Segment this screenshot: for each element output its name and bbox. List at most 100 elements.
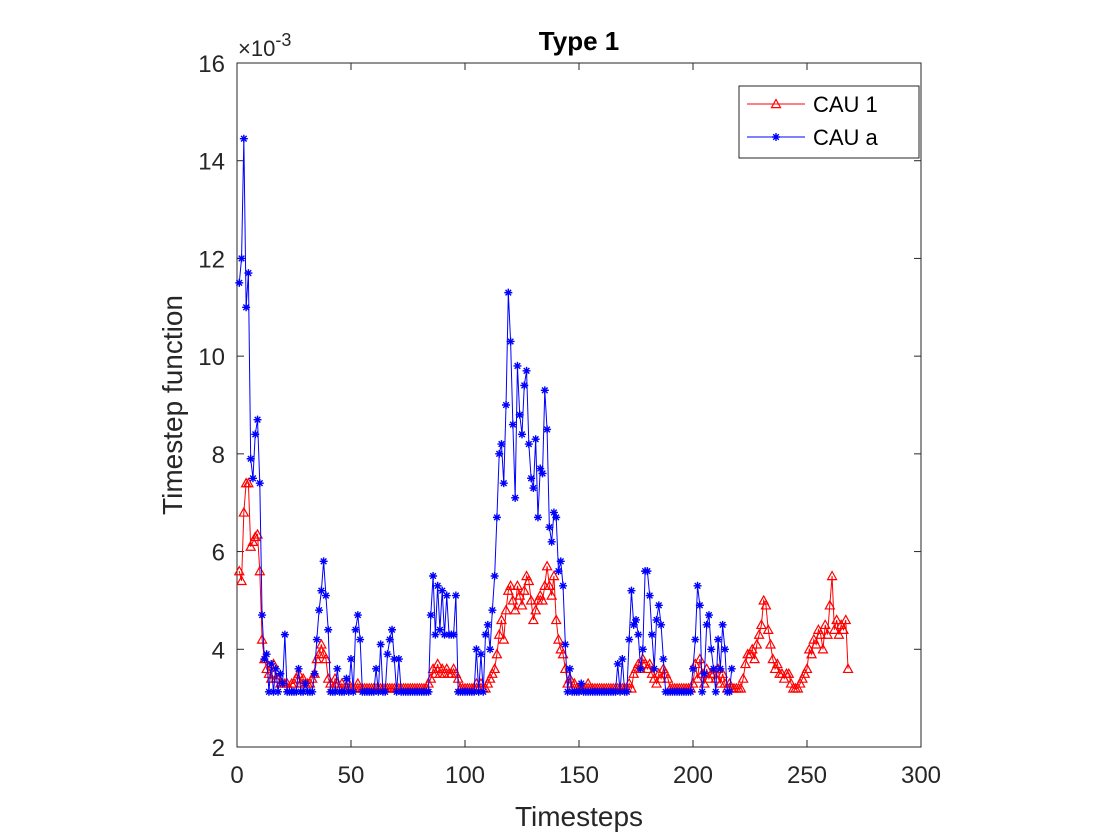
data-point <box>765 638 777 649</box>
data-point <box>505 580 517 590</box>
data-point <box>509 604 521 615</box>
data-point <box>392 687 401 696</box>
data-point <box>267 659 276 668</box>
data-point <box>306 672 318 683</box>
data-point <box>276 669 285 678</box>
data-point <box>472 645 481 654</box>
data-point <box>824 599 836 610</box>
data-point <box>513 361 522 370</box>
data-point <box>541 560 553 571</box>
data-point <box>260 655 269 664</box>
data-point <box>842 663 854 674</box>
data-point <box>312 635 321 644</box>
data-point <box>484 672 496 683</box>
data-point <box>627 586 636 595</box>
legend-box <box>738 85 920 159</box>
legend-marker <box>770 98 782 109</box>
data-point <box>483 620 492 629</box>
data-point <box>632 615 640 624</box>
data-point <box>622 687 631 696</box>
data-point <box>718 620 727 629</box>
data-point <box>783 667 795 678</box>
data-point <box>810 638 822 649</box>
data-point <box>822 628 834 639</box>
data-point <box>634 630 643 639</box>
data-point <box>499 479 508 488</box>
data-point <box>319 557 328 566</box>
data-point <box>659 655 668 664</box>
data-point <box>629 620 638 629</box>
y-tick-label: 10 <box>198 344 225 371</box>
data-point <box>495 614 507 625</box>
data-point <box>253 415 262 424</box>
data-point <box>778 672 790 683</box>
data-point <box>315 606 324 615</box>
data-point <box>239 134 248 143</box>
data-point <box>511 580 523 590</box>
data-point <box>792 682 804 693</box>
data-point <box>294 664 303 673</box>
y-tick-label: 16 <box>198 51 225 78</box>
data-point <box>353 611 362 620</box>
data-point <box>310 669 319 678</box>
data-point <box>693 581 702 590</box>
data-point <box>493 628 505 639</box>
data-point <box>837 624 849 634</box>
data-point <box>618 655 627 664</box>
data-point <box>550 614 562 625</box>
data-point <box>628 667 640 678</box>
data-point <box>643 567 652 576</box>
data-point <box>442 591 451 600</box>
data-point <box>235 278 244 287</box>
y-tick-label: 8 <box>212 442 225 469</box>
data-point <box>376 640 385 649</box>
data-point <box>739 658 751 669</box>
data-point <box>687 677 699 688</box>
data-point <box>383 650 392 659</box>
data-point <box>244 269 253 278</box>
y-axis-label: Timestep function <box>157 295 188 515</box>
data-point <box>707 645 716 654</box>
x-tick-label: 0 <box>230 762 243 789</box>
data-point <box>545 523 554 532</box>
data-point <box>258 611 267 620</box>
data-point <box>476 650 485 659</box>
data-point <box>435 625 444 634</box>
data-point <box>767 653 779 664</box>
data-point <box>645 591 654 600</box>
data-point <box>502 401 511 409</box>
data-point <box>269 687 278 696</box>
data-point <box>290 672 302 683</box>
data-point <box>692 672 704 683</box>
data-point <box>502 584 514 595</box>
data-point <box>531 435 540 444</box>
data-point <box>533 513 542 522</box>
axes-box <box>236 62 922 748</box>
data-point <box>385 635 394 644</box>
data-point <box>293 667 305 678</box>
legend-label: CAU a <box>813 125 879 150</box>
data-point <box>641 663 653 674</box>
data-point <box>720 645 729 654</box>
x-tick-label: 200 <box>673 762 713 789</box>
data-point <box>506 337 515 346</box>
data-point <box>644 658 656 669</box>
data-point <box>482 677 494 688</box>
data-point <box>351 625 360 634</box>
data-point <box>508 420 517 429</box>
data-point <box>394 655 403 664</box>
data-point <box>652 615 661 624</box>
data-point <box>817 643 829 654</box>
data-point <box>432 658 444 669</box>
data-point <box>698 687 707 696</box>
data-point <box>324 625 333 634</box>
data-point <box>691 635 700 644</box>
x-tick-label: 150 <box>559 762 599 789</box>
y-multiplier: ×10-3 <box>238 30 291 61</box>
data-point <box>522 366 531 375</box>
data-point <box>486 667 498 678</box>
data-point <box>702 620 711 629</box>
data-point <box>271 664 280 673</box>
data-point <box>647 630 656 639</box>
